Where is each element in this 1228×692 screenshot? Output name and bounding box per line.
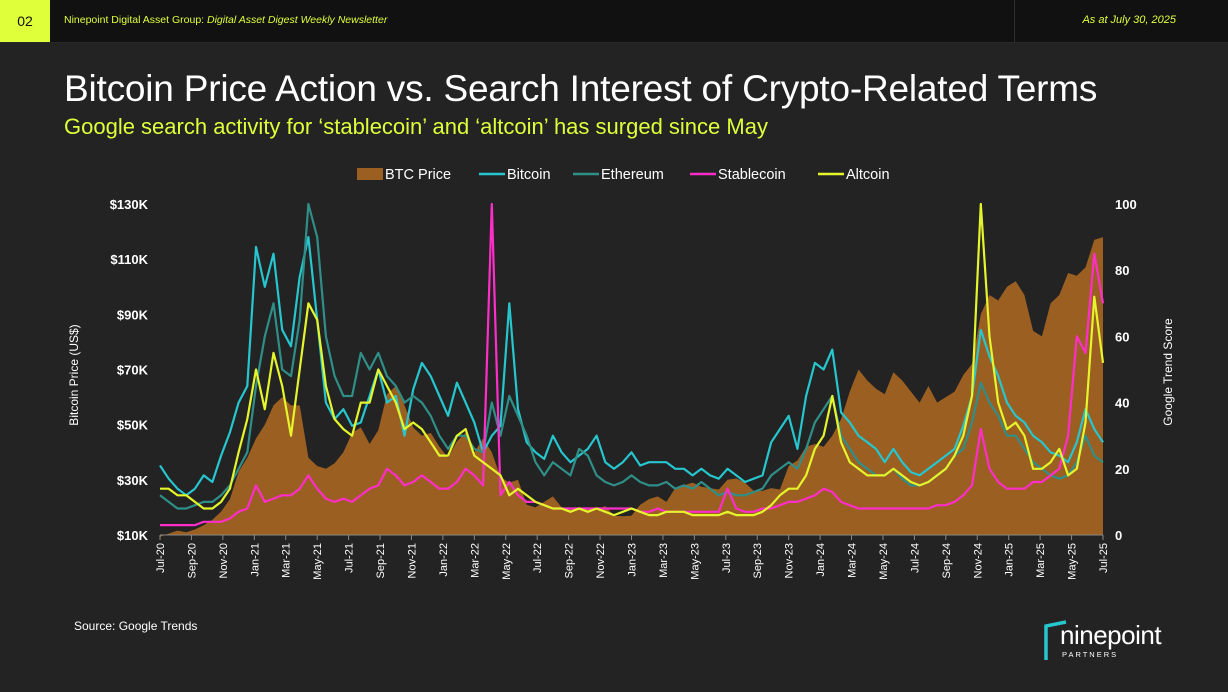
y-right-tick-label: 40 xyxy=(1115,396,1129,411)
x-tick-label: Mar-21 xyxy=(281,543,293,578)
x-tick-label: Jan-24 xyxy=(815,543,827,577)
topbar-divider xyxy=(1014,0,1015,42)
x-tick-label: Sep-21 xyxy=(375,543,387,578)
as-at-date: As at July 30, 2025 xyxy=(1082,14,1176,26)
x-tick-label: May-24 xyxy=(878,543,890,580)
y-right-tick-label: 60 xyxy=(1115,329,1129,344)
x-tick-label: Jan-22 xyxy=(438,543,450,577)
x-tick-label: Nov-20 xyxy=(218,543,230,578)
y-right-tick-label: 20 xyxy=(1115,462,1129,477)
x-tick-label: Jul-25 xyxy=(1098,543,1110,573)
y-left-tick-label: $50K xyxy=(117,418,149,433)
x-tick-label: Sep-20 xyxy=(186,543,198,578)
y-left-tick-label: $90K xyxy=(117,307,149,322)
x-tick-label: Mar-25 xyxy=(1035,543,1047,578)
legend-label: BTC Price xyxy=(385,167,451,183)
y-right-tick-label: 100 xyxy=(1115,197,1137,212)
x-tick-label: Jan-23 xyxy=(627,543,639,577)
x-tick-label: May-22 xyxy=(501,543,513,580)
legend-label: Altcoin xyxy=(846,167,890,183)
y-left-tick-label: $110K xyxy=(110,252,148,267)
legend-label: Stablecoin xyxy=(718,167,786,183)
y-left-tick-label: $130K xyxy=(110,197,149,212)
logo-subtext: PARTNERS xyxy=(1062,650,1119,659)
x-tick-label: Nov-21 xyxy=(406,543,418,578)
top-bar: 02 Ninepoint Digital Asset Group: Digita… xyxy=(0,0,1228,43)
x-tick-label: Mar-24 xyxy=(847,543,859,578)
x-tick-label: May-25 xyxy=(1067,543,1079,580)
x-tick-label: Sep-22 xyxy=(564,543,576,578)
source-note: Source: Google Trends xyxy=(74,619,198,633)
newsletter-title: Ninepoint Digital Asset Group: Digital A… xyxy=(64,14,387,26)
y-right-tick-label: 0 xyxy=(1115,528,1122,543)
x-tick-label: Nov-22 xyxy=(595,543,607,578)
x-tick-label: Nov-23 xyxy=(784,543,796,578)
y-right-tick-label: 80 xyxy=(1115,263,1129,278)
x-tick-label: Jul-20 xyxy=(155,543,167,573)
x-tick-label: Sep-24 xyxy=(941,543,953,578)
legend-label: Ethereum xyxy=(601,167,664,183)
x-tick-label: Jul-21 xyxy=(344,543,356,573)
ninepoint-logo: ninepoint PARTNERS xyxy=(1040,612,1190,672)
x-tick-label: Jan-25 xyxy=(1004,543,1016,577)
page-number: 02 xyxy=(0,0,50,42)
x-tick-label: Jul-24 xyxy=(909,543,921,573)
x-tick-label: Jul-22 xyxy=(532,543,544,573)
x-tick-label: Jul-23 xyxy=(721,543,733,573)
newsletter-prefix: Ninepoint Digital Asset Group: xyxy=(64,14,207,26)
y-left-tick-label: $10K xyxy=(117,528,149,543)
x-tick-label: Mar-23 xyxy=(658,543,670,578)
legend-label: Bitcoin xyxy=(507,167,551,183)
page-subtitle: Google search activity for ‘stablecoin’ … xyxy=(64,114,768,139)
logo-wordmark: ninepoint xyxy=(1060,620,1162,650)
legend-swatch-btc-price xyxy=(357,168,383,180)
x-tick-label: Mar-22 xyxy=(469,543,481,578)
y-left-axis-title: Bitcoin Price (US$) xyxy=(67,324,81,425)
y-left-tick-label: $30K xyxy=(117,473,149,488)
x-tick-label: May-23 xyxy=(689,543,701,580)
y-right-axis-title: Google Trend Score xyxy=(1161,318,1175,426)
x-tick-label: Jan-21 xyxy=(249,543,261,577)
x-tick-label: Sep-23 xyxy=(752,543,764,578)
chart: $10K $30K $50K $70K $90K $110K $130K 0 20 40 60 80 1… xyxy=(67,167,1175,580)
altcoin-line xyxy=(160,202,1105,517)
page-title: Bitcoin Price Action vs. Search Interest… xyxy=(64,68,1098,109)
newsletter-name: Digital Asset Digest Weekly Newsletter xyxy=(207,14,388,26)
x-tick-label: Nov-24 xyxy=(972,543,984,578)
btc-price-area xyxy=(160,237,1103,537)
x-tick-label: May-21 xyxy=(312,543,324,580)
logo-bracket-icon xyxy=(1044,620,1067,660)
y-left-tick-label: $70K xyxy=(117,363,149,378)
